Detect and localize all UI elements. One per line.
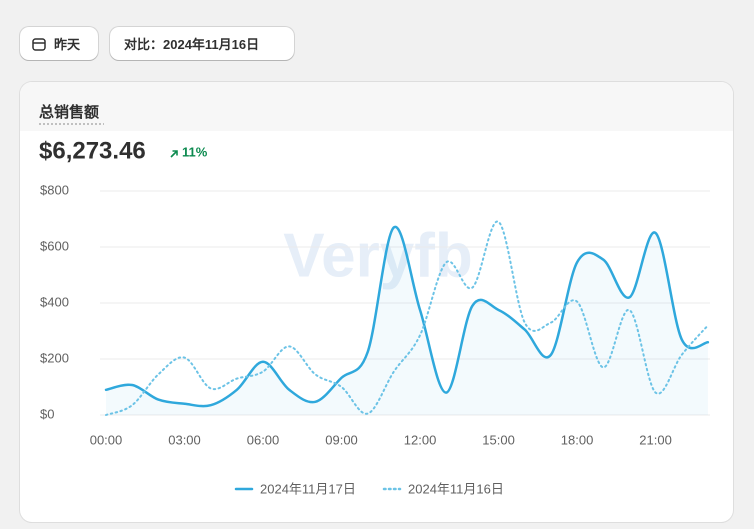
total-value: $6,273.46 xyxy=(39,137,146,164)
change-value: 11% xyxy=(182,144,208,159)
x-tick-label: 09:00 xyxy=(325,432,358,447)
card-header xyxy=(20,82,733,131)
series-line xyxy=(104,225,710,408)
date-button[interactable]: 昨天 xyxy=(20,27,98,60)
series-area xyxy=(106,226,708,415)
watermark: Veryfb xyxy=(283,221,473,290)
x-tick-label: 21:00 xyxy=(639,432,672,447)
x-tick-label: 06:00 xyxy=(247,432,280,447)
y-tick-label: $800 xyxy=(40,182,69,197)
date-button-label: 昨天 xyxy=(54,37,81,52)
up-arrow xyxy=(170,150,178,158)
y-tick-label: $200 xyxy=(40,350,69,365)
x-tick-label: 15:00 xyxy=(482,432,515,447)
series-line xyxy=(105,220,709,416)
legend-label: 2024年11月17日 xyxy=(260,481,356,496)
y-tick-label: $400 xyxy=(40,294,69,309)
x-tick-label: 18:00 xyxy=(561,432,594,447)
compare-button-label: 对比：2024年11月16日 xyxy=(124,37,260,52)
x-tick-label: 12:00 xyxy=(404,432,437,447)
calendar-icon xyxy=(32,37,46,51)
chart-title[interactable]: 总销售额 xyxy=(39,103,99,121)
y-tick-label: $0 xyxy=(40,406,54,421)
x-tick-label: 03:00 xyxy=(168,432,201,447)
y-tick-label: $600 xyxy=(40,238,69,253)
legend-label: 2024年11月16日 xyxy=(408,481,504,496)
compare-button[interactable]: 对比：2024年11月16日 xyxy=(110,27,294,60)
x-tick-label: 00:00 xyxy=(90,432,123,447)
